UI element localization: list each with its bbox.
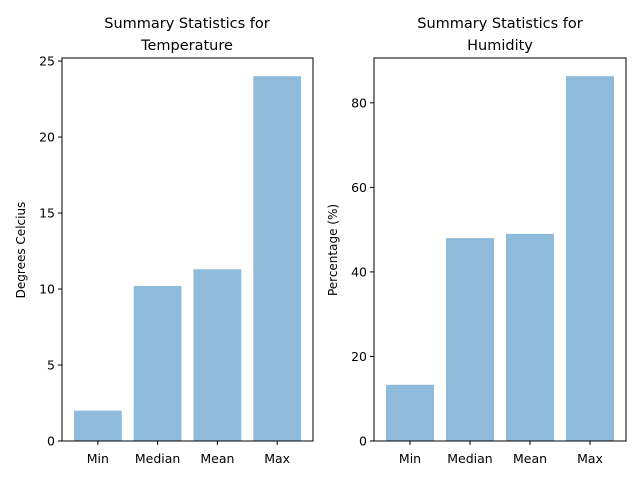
y-axis-label: Percentage (%) <box>326 204 340 296</box>
y-ticks: 0 5 10 15 20 25 <box>39 54 62 449</box>
plot-frame <box>373 57 627 442</box>
y-tick-label: 0 <box>359 434 367 449</box>
chart-title-line-1: Summary Statistics for <box>417 16 583 32</box>
chart-title-line-2: Temperature <box>140 38 233 54</box>
x-ticks: Min Median Mean Max <box>399 441 603 466</box>
bars <box>73 76 302 442</box>
plot-frame <box>61 57 314 442</box>
temperature-chart: Summary Statistics for Temperature Degre… <box>14 16 314 466</box>
y-tick-label: 5 <box>47 358 55 373</box>
y-tick-label: 40 <box>351 264 367 279</box>
y-axis-label: Degrees Celcius <box>14 202 28 299</box>
y-tick-label: 15 <box>39 206 55 221</box>
x-tick-label: Mean <box>513 451 547 466</box>
bar-mean <box>193 269 242 441</box>
x-ticks: Min Median Mean Max <box>87 441 290 466</box>
x-tick-label: Min <box>399 451 421 466</box>
humidity-chart: Summary Statistics for Humidity Percenta… <box>326 16 627 466</box>
x-tick-label: Max <box>577 451 603 466</box>
bar-min <box>386 384 434 441</box>
bar-max <box>253 76 302 442</box>
y-tick-label: 10 <box>39 282 55 297</box>
x-tick-label: Max <box>264 451 290 466</box>
x-tick-label: Median <box>447 451 492 466</box>
y-tick-label: 25 <box>39 54 55 69</box>
y-ticks: 0 20 40 60 80 <box>351 95 374 449</box>
bar-min <box>73 410 122 441</box>
y-tick-label: 80 <box>351 95 367 110</box>
bars <box>386 76 614 442</box>
x-tick-label: Median <box>135 451 180 466</box>
bar-mean <box>506 233 554 441</box>
y-tick-label: 0 <box>47 434 55 449</box>
y-tick-label: 60 <box>351 180 367 195</box>
chart-title-line-2: Humidity <box>467 38 533 54</box>
bar-median <box>133 285 182 441</box>
y-tick-label: 20 <box>351 349 367 364</box>
x-tick-label: Min <box>87 451 109 466</box>
y-tick-label: 20 <box>39 130 55 145</box>
x-tick-label: Mean <box>200 451 234 466</box>
bar-max <box>566 76 614 442</box>
bar-median <box>446 238 494 441</box>
chart-title-line-1: Summary Statistics for <box>104 16 270 32</box>
